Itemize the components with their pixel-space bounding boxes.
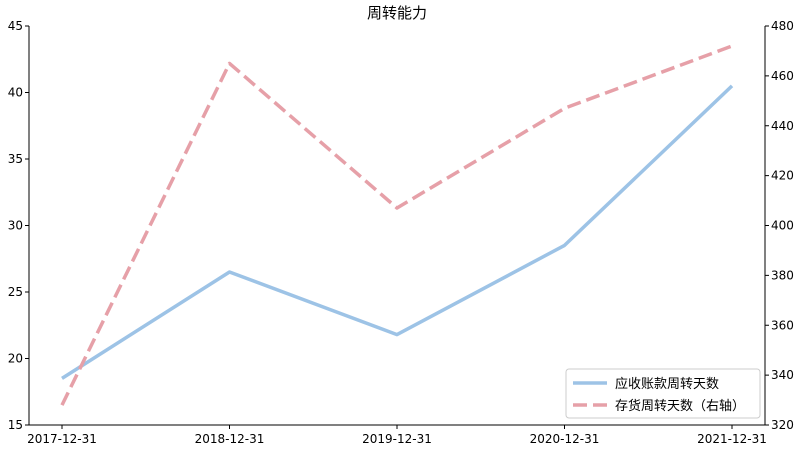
legend-label-inventory: 存货周转天数（右轴） (615, 398, 745, 414)
x-axis-ticks: 2017-12-31 2018-12-31 2019-12-31 2020-12-31… (27, 425, 767, 446)
left-tick-label: 20 (8, 352, 23, 366)
series-line-receivables (61, 84, 734, 380)
right-tick-label: 320 (771, 418, 794, 432)
x-tick-label: 2017-12-31 (27, 432, 97, 446)
left-axis-ticks: 15 20 25 30 35 40 45 (8, 19, 29, 432)
left-tick-label: 40 (8, 86, 23, 100)
left-tick-label: 15 (8, 418, 23, 432)
legend-box (565, 368, 761, 419)
chart-title: 周转能力 (367, 4, 427, 22)
left-tick-label: 45 (8, 19, 23, 33)
x-tick-label: 2021-12-31 (697, 432, 767, 446)
right-tick-label: 380 (771, 268, 794, 282)
right-axis-ticks: 320 340 360 380 400 420 440 460 480 (765, 19, 794, 432)
left-tick-label: 30 (8, 219, 23, 233)
series-layer (60, 44, 734, 406)
right-tick-label: 480 (771, 19, 794, 33)
left-tick-label: 25 (8, 285, 23, 299)
right-tick-label: 400 (771, 219, 794, 233)
right-tick-label: 460 (771, 69, 794, 83)
x-tick-label: 2018-12-31 (195, 432, 265, 446)
right-tick-label: 420 (771, 169, 794, 183)
series-line-inventory (60, 44, 733, 406)
x-tick-label: 2019-12-31 (362, 432, 432, 446)
right-tick-label: 360 (771, 318, 794, 332)
x-tick-label: 2020-12-31 (530, 432, 600, 446)
legend: 应收账款周转天数 存货周转天数（右轴） (565, 368, 761, 419)
right-tick-label: 440 (771, 119, 794, 133)
left-tick-label: 35 (8, 152, 23, 166)
right-tick-label: 340 (771, 368, 794, 382)
legend-label-receivables: 应收账款周转天数 (615, 376, 719, 392)
